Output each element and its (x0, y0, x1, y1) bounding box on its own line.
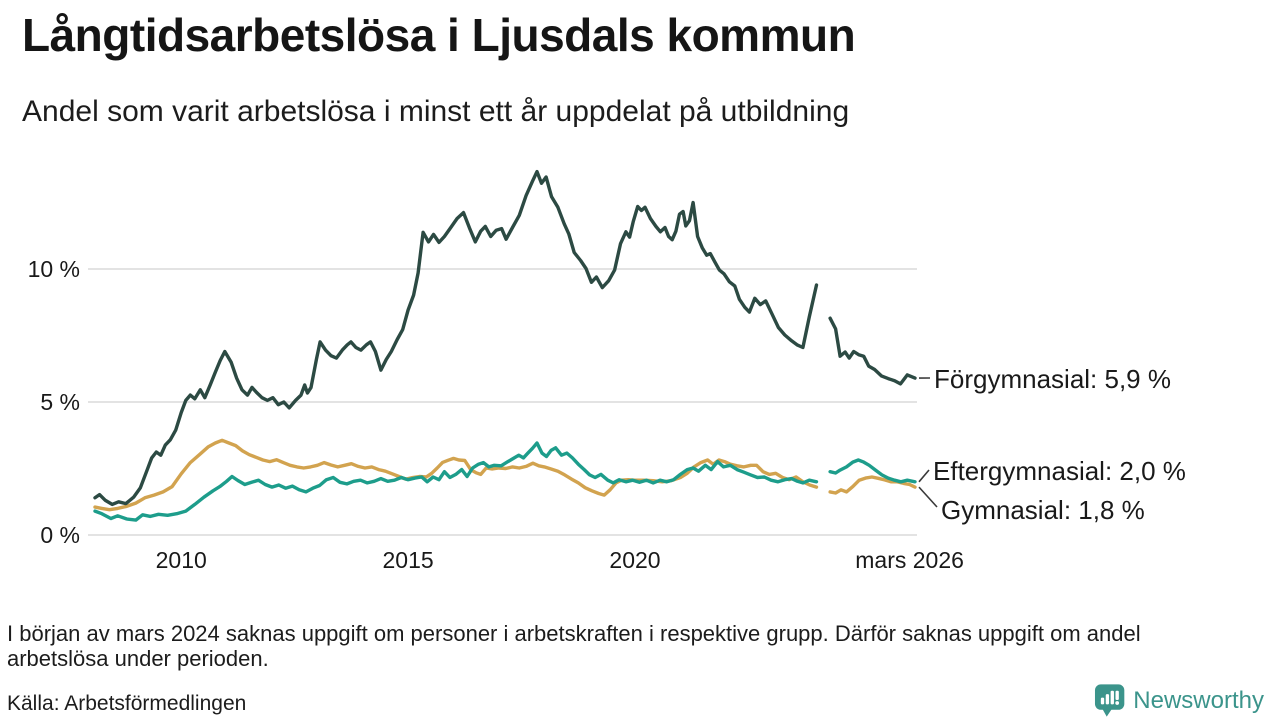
x-axis-tick-label: 2020 (609, 547, 660, 573)
newsworthy-logo-text: Newsworthy (1133, 687, 1264, 714)
label-connector (918, 469, 930, 483)
x-axis-tick-label: 2010 (156, 547, 207, 573)
y-axis-tick-label: 5 % (40, 389, 80, 415)
series-line-eftergymnasial (828, 458, 917, 484)
footnote: I början av mars 2024 saknas uppgift om … (7, 621, 1141, 671)
series-line-gymnasial (828, 475, 917, 495)
series-label-gymnasial: Gymnasial: 1,8 % (941, 495, 1145, 525)
series-line-gymnasial (93, 438, 819, 512)
y-axis-tick-label: 0 % (40, 522, 80, 548)
newsworthy-logo[interactable]: Newsworthy (1094, 682, 1264, 720)
y-axis-tick-label: 10 % (28, 256, 80, 282)
series-line-eftergymnasial (93, 441, 819, 522)
page-title: Långtidsarbetslösa i Ljusdals kommun (22, 9, 856, 61)
x-axis-tick-label: mars 2026 (855, 547, 964, 573)
series-label-eftergymnasial: Eftergymnasial: 2,0 % (933, 456, 1186, 486)
series-label-forgymnasial: Förgymnasial: 5,9 % (934, 364, 1171, 394)
label-connector (918, 486, 938, 508)
series-line-förgymnasial (93, 169, 819, 507)
newsworthy-logo-icon (1094, 684, 1125, 717)
chart-subtitle: Andel som varit arbetslösa i minst ett å… (22, 95, 850, 128)
series-line-förgymnasial (828, 316, 917, 386)
x-axis-tick-label: 2015 (383, 547, 434, 573)
source-note: Källa: Arbetsförmedlingen (7, 692, 247, 715)
